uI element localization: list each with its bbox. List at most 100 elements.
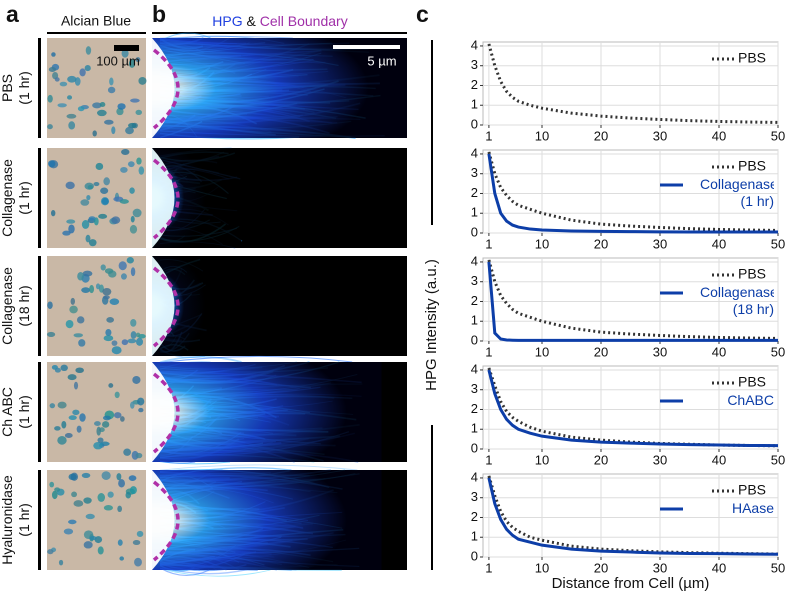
stained-cell [66, 219, 76, 224]
stained-cell [47, 549, 54, 555]
stained-cell [57, 401, 67, 409]
stained-cell [65, 181, 75, 190]
stained-cell [47, 124, 53, 130]
stained-cell [68, 224, 75, 234]
stained-cell [120, 166, 128, 173]
panel-label: a [6, 1, 19, 27]
plot-area [482, 41, 779, 126]
stained-cell [85, 234, 91, 243]
stained-cell [103, 505, 113, 511]
series-line [487, 261, 778, 342]
stained-cell [54, 426, 61, 431]
stained-cell [101, 471, 111, 480]
stained-cell [117, 103, 126, 110]
stained-cell [132, 208, 142, 218]
stained-cell [47, 94, 53, 103]
stained-cell [125, 126, 134, 135]
stained-cell [67, 95, 73, 100]
legend-label: Collagenase (1 hr) [700, 176, 774, 209]
y-tick-label: 3 [471, 489, 478, 504]
stained-cell [67, 75, 77, 83]
alcian-image [47, 38, 146, 138]
fiber [159, 568, 271, 577]
x-tick-label: 1 [485, 452, 492, 467]
panel-label: b [152, 1, 166, 27]
row-label: Hyaluronidase(1 hr) [0, 475, 32, 565]
glow [152, 470, 382, 570]
y-tick-label: 3 [471, 381, 478, 396]
row-label-line: PBS [0, 74, 15, 102]
stained-cell [71, 491, 78, 498]
stained-cell [49, 403, 56, 409]
stained-cell [121, 48, 129, 58]
stained-cell [117, 505, 123, 513]
legend-label: PBS [738, 50, 766, 66]
x-tick-label: 1 [485, 236, 492, 251]
scale-bar [333, 45, 400, 49]
stained-cell [76, 316, 85, 324]
stained-cell [77, 272, 84, 281]
stained-cell [73, 333, 83, 338]
stained-cell [119, 199, 129, 204]
x-tick-label: 20 [594, 452, 608, 467]
stained-cell [138, 407, 144, 413]
stained-cell [66, 113, 77, 119]
stained-cell [54, 77, 60, 82]
series-line [487, 369, 779, 448]
header-boundary: Cell Boundary [260, 13, 348, 29]
x-tick-label: 30 [653, 344, 667, 359]
series-line [487, 43, 779, 124]
row-label-line: (1 hr) [16, 395, 32, 428]
stained-cell [123, 448, 132, 456]
stained-cell [48, 160, 56, 168]
y-tick-label: 0 [471, 332, 478, 347]
stained-cell [97, 546, 104, 555]
x-tick-label: 20 [594, 236, 608, 251]
stained-cell [120, 273, 127, 280]
stained-cell [130, 331, 137, 339]
stained-cell [81, 287, 91, 294]
stained-cell [96, 109, 107, 117]
x-tick-label: 50 [771, 344, 785, 359]
fiber [159, 464, 358, 471]
stained-cell [130, 319, 137, 327]
stained-cell [135, 332, 141, 338]
stained-cell [72, 409, 80, 416]
row-bar [38, 256, 41, 356]
row-bar [38, 148, 41, 248]
y-tick-label: 2 [471, 185, 478, 200]
x-tick-label: 40 [712, 344, 726, 359]
stained-cell [82, 270, 93, 277]
scale-label: 100 µm [96, 53, 140, 68]
stained-cell [120, 416, 125, 422]
legend-label: HAase [731, 500, 774, 516]
row-label-line: Collagenase [0, 159, 15, 237]
stained-cell [102, 421, 110, 428]
stained-cell [109, 298, 120, 305]
stained-cell [69, 305, 78, 314]
stained-cell [54, 487, 61, 492]
stained-cell [118, 479, 125, 488]
stained-cell [132, 375, 141, 384]
legend-label: PBS [738, 158, 766, 174]
x-tick-label: 1 [485, 128, 492, 143]
stained-cell [126, 257, 134, 264]
y-tick-label: 1 [471, 97, 478, 112]
stained-cell [119, 556, 125, 561]
stained-cell [118, 261, 127, 271]
x-tick-label: 50 [771, 236, 785, 251]
stained-cell [104, 119, 114, 125]
stained-cell [130, 215, 135, 223]
y-tick-label: 2 [471, 401, 478, 416]
header-hpg: HPG [212, 13, 242, 29]
stained-cell [73, 500, 84, 507]
y-tick-label: 4 [471, 469, 478, 484]
fiber [159, 355, 353, 364]
stained-cell [130, 401, 135, 409]
label-bg [422, 225, 442, 425]
stained-cell [57, 435, 67, 445]
stained-cell [67, 374, 77, 381]
stained-cell [138, 76, 147, 85]
series-line [487, 153, 778, 234]
